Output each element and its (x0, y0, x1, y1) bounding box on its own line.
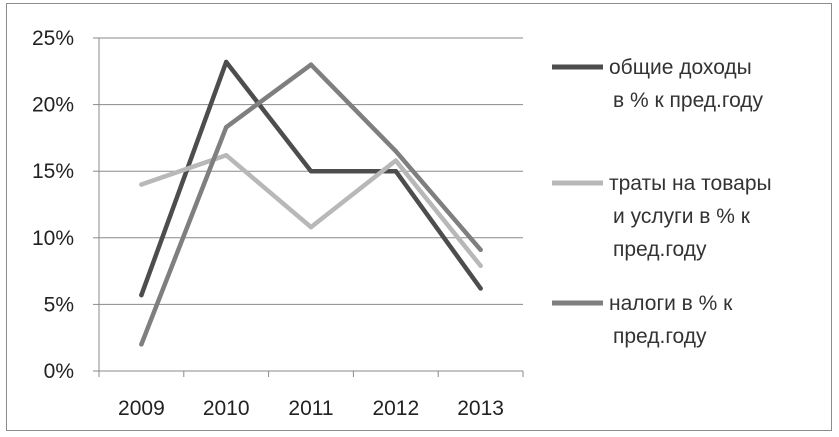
gridlines (99, 37, 523, 305)
data-point (139, 182, 144, 187)
data-point (139, 342, 144, 347)
x-tick-label: 2011 (288, 397, 333, 420)
data-point (224, 125, 229, 130)
data-point (393, 149, 398, 154)
data-point (308, 224, 314, 230)
chart-frame (6, 3, 832, 431)
data-point (224, 153, 229, 158)
data-point (478, 263, 483, 268)
legend-entry: налоги в % к пред.году (609, 292, 733, 348)
data-point (393, 169, 398, 174)
axes (93, 37, 524, 377)
legend: общие доходы в % к пред.году траты на това… (552, 56, 772, 348)
y-tick-label: 10% (32, 227, 74, 250)
data-point (308, 169, 314, 174)
y-tick-label: 15% (32, 160, 74, 183)
data-point (478, 247, 483, 252)
y-tick-label: 20% (32, 94, 74, 117)
x-tick-label: 2009 (118, 397, 165, 420)
data-point (393, 158, 398, 163)
legend-entry: общие доходы в % к пред.году (609, 56, 764, 112)
data-point (308, 62, 314, 67)
series-lines (139, 59, 483, 347)
y-axis-tick-labels: 0% 5% 10% 15% 20% 25% (32, 27, 74, 383)
data-point (478, 286, 483, 291)
y-tick-label: 25% (32, 27, 74, 50)
y-tick-label: 0% (44, 360, 74, 383)
x-tick-label: 2010 (203, 397, 250, 420)
y-tick-label: 5% (44, 293, 74, 316)
series-line-1 (139, 59, 483, 298)
x-tick-label: 2013 (457, 397, 504, 420)
x-axis-tick-labels: 2009 2010 2011 2012 2013 (118, 397, 504, 420)
data-point (139, 292, 144, 298)
legend-entry: траты на товары и услуги в % к пред.году (609, 172, 772, 261)
data-point (224, 59, 229, 65)
x-tick-label: 2012 (372, 397, 419, 420)
